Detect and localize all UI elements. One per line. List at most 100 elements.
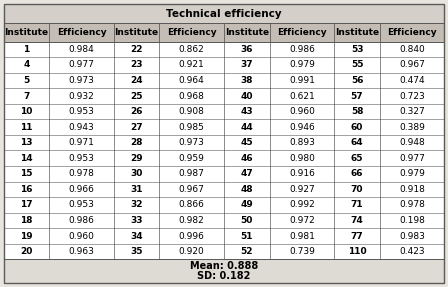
Bar [4,73,444,88]
Text: 4: 4 [23,61,30,69]
Text: 5: 5 [23,76,30,85]
Text: 74: 74 [351,216,363,225]
Text: 44: 44 [241,123,253,132]
Text: 0.932: 0.932 [69,92,95,100]
Text: Efficiency: Efficiency [167,28,216,37]
Text: 48: 48 [241,185,253,194]
Text: 34: 34 [130,232,143,241]
Text: 0.971: 0.971 [69,138,95,147]
Text: 70: 70 [351,185,363,194]
Text: 0.927: 0.927 [289,185,315,194]
Text: 25: 25 [130,92,143,100]
Text: 46: 46 [241,154,253,163]
Text: 0.959: 0.959 [179,154,205,163]
Text: 29: 29 [130,154,143,163]
Text: 0.980: 0.980 [289,154,315,163]
Text: 0.992: 0.992 [289,200,315,210]
Bar [4,135,444,150]
Text: 0.327: 0.327 [399,107,425,116]
Text: 0.984: 0.984 [69,45,95,54]
Bar [4,42,444,57]
Text: 65: 65 [351,154,363,163]
Text: 0.893: 0.893 [289,138,315,147]
Text: 0.921: 0.921 [179,61,205,69]
Text: 0.986: 0.986 [289,45,315,54]
Text: 38: 38 [241,76,253,85]
Text: 0.948: 0.948 [399,138,425,147]
Text: 24: 24 [130,76,143,85]
Text: 56: 56 [351,76,363,85]
Text: Institute: Institute [4,28,48,37]
Bar [4,57,444,73]
Bar [4,213,444,228]
Text: 20: 20 [20,247,33,256]
Text: 0.963: 0.963 [69,247,95,256]
Text: 19: 19 [20,232,33,241]
Text: 16: 16 [20,185,33,194]
Text: 0.953: 0.953 [69,154,95,163]
Text: 0.198: 0.198 [399,216,425,225]
Text: 40: 40 [241,92,253,100]
Text: 0.621: 0.621 [289,92,315,100]
Bar [4,228,444,244]
Text: 0.987: 0.987 [179,169,205,178]
Text: 0.982: 0.982 [179,216,205,225]
Text: 0.866: 0.866 [179,200,205,210]
Bar [4,4,444,23]
Text: 14: 14 [20,154,33,163]
Text: 0.991: 0.991 [289,76,315,85]
Text: 0.723: 0.723 [399,92,425,100]
Text: 0.960: 0.960 [69,232,95,241]
Text: 0.964: 0.964 [179,76,205,85]
Text: 0.986: 0.986 [69,216,95,225]
Text: 0.972: 0.972 [289,216,315,225]
Text: 66: 66 [351,169,363,178]
Bar [4,119,444,135]
Text: 0.983: 0.983 [399,232,425,241]
Text: 0.967: 0.967 [179,185,205,194]
Text: Institute: Institute [225,28,269,37]
Bar [4,104,444,119]
Bar [4,244,444,259]
Text: 0.973: 0.973 [69,76,95,85]
Text: 11: 11 [20,123,33,132]
Text: 0.967: 0.967 [399,61,425,69]
Text: 36: 36 [241,45,253,54]
Text: 0.979: 0.979 [399,169,425,178]
Text: 0.920: 0.920 [179,247,205,256]
Text: 10: 10 [20,107,33,116]
Text: 0.966: 0.966 [69,185,95,194]
Text: 0.973: 0.973 [179,138,205,147]
Text: 55: 55 [351,61,363,69]
Text: 0.953: 0.953 [69,200,95,210]
Text: 77: 77 [351,232,363,241]
Text: 53: 53 [351,45,363,54]
Text: 0.943: 0.943 [69,123,95,132]
Text: 0.739: 0.739 [289,247,315,256]
Text: Efficiency: Efficiency [57,28,106,37]
Text: Efficiency: Efficiency [388,28,437,37]
Text: Technical efficiency: Technical efficiency [166,9,282,19]
Text: 26: 26 [130,107,143,116]
Text: 23: 23 [130,61,143,69]
Text: 0.916: 0.916 [289,169,315,178]
Text: 13: 13 [20,138,33,147]
Text: 0.981: 0.981 [289,232,315,241]
Text: 0.840: 0.840 [399,45,425,54]
Text: 33: 33 [130,216,143,225]
Text: 64: 64 [351,138,363,147]
Text: 45: 45 [241,138,253,147]
Text: Mean: 0.888: Mean: 0.888 [190,261,258,272]
Text: 0.968: 0.968 [179,92,205,100]
Bar [4,197,444,213]
Text: 0.953: 0.953 [69,107,95,116]
Text: 0.423: 0.423 [399,247,425,256]
Text: 0.389: 0.389 [399,123,425,132]
Text: 0.985: 0.985 [179,123,205,132]
Text: 47: 47 [241,169,253,178]
Text: 52: 52 [241,247,253,256]
Text: 71: 71 [351,200,363,210]
Text: 28: 28 [130,138,143,147]
Bar [4,88,444,104]
Text: 0.996: 0.996 [179,232,205,241]
